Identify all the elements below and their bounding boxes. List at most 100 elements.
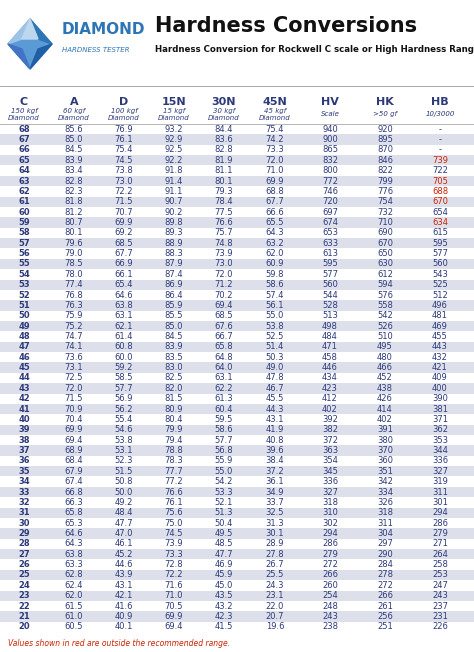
Text: 150 kgf: 150 kgf <box>10 108 37 114</box>
Text: 284: 284 <box>377 560 393 569</box>
Text: 272: 272 <box>322 560 338 569</box>
Text: 54.6: 54.6 <box>115 425 133 434</box>
Text: 30 kgf: 30 kgf <box>213 108 235 114</box>
Text: 52.1: 52.1 <box>215 498 233 507</box>
Text: 455: 455 <box>432 332 448 341</box>
Bar <box>0 238 474 248</box>
Text: 71.0: 71.0 <box>165 591 183 600</box>
Text: 89.8: 89.8 <box>164 218 183 227</box>
Text: 50: 50 <box>18 311 30 320</box>
Text: 78.0: 78.0 <box>64 270 83 279</box>
Text: 75.2: 75.2 <box>65 321 83 331</box>
Text: 50.4: 50.4 <box>215 518 233 527</box>
Text: 45 kgf: 45 kgf <box>264 108 286 114</box>
Text: 45N: 45N <box>263 97 287 107</box>
Text: 56.1: 56.1 <box>266 301 284 310</box>
Text: 63.1: 63.1 <box>215 374 233 383</box>
Text: Diamond: Diamond <box>58 115 90 121</box>
Text: 294: 294 <box>432 509 448 517</box>
Text: 56.8: 56.8 <box>215 446 233 455</box>
Text: 69.9: 69.9 <box>266 177 284 186</box>
Text: 595: 595 <box>322 259 338 269</box>
Text: 91.4: 91.4 <box>165 177 183 186</box>
Text: 231: 231 <box>432 612 448 621</box>
Text: 65.5: 65.5 <box>266 218 284 227</box>
Text: 542: 542 <box>377 311 393 320</box>
Text: 400: 400 <box>432 384 448 393</box>
Text: 630: 630 <box>377 259 393 269</box>
Bar <box>0 487 474 497</box>
Text: 496: 496 <box>432 301 448 310</box>
Text: 81.2: 81.2 <box>65 207 83 216</box>
Bar <box>0 528 474 539</box>
Text: HK: HK <box>376 97 394 107</box>
Text: 46: 46 <box>18 353 30 362</box>
Text: 353: 353 <box>432 436 448 445</box>
Bar <box>0 404 474 414</box>
Text: 41.5: 41.5 <box>215 622 233 631</box>
Text: 69.4: 69.4 <box>65 436 83 445</box>
Bar <box>0 508 474 518</box>
Text: 421: 421 <box>432 363 448 372</box>
Text: 42.3: 42.3 <box>215 612 233 621</box>
Text: 319: 319 <box>432 477 448 486</box>
Text: 62.8: 62.8 <box>64 570 83 580</box>
Text: 82.8: 82.8 <box>64 177 83 186</box>
Text: 73.6: 73.6 <box>64 353 83 362</box>
Text: 48.4: 48.4 <box>115 509 133 517</box>
Text: 60.5: 60.5 <box>65 622 83 631</box>
Text: 311: 311 <box>377 518 393 527</box>
Text: 35: 35 <box>18 467 30 476</box>
Bar <box>0 259 474 269</box>
Text: 66.7: 66.7 <box>215 332 233 341</box>
Text: 85.5: 85.5 <box>165 311 183 320</box>
Text: 414: 414 <box>377 405 393 413</box>
Text: 261: 261 <box>377 602 393 610</box>
Text: 43.1: 43.1 <box>115 581 133 590</box>
Text: 345: 345 <box>322 467 338 476</box>
Text: 40.1: 40.1 <box>115 622 133 631</box>
Text: 76.6: 76.6 <box>215 218 233 227</box>
Text: 56.2: 56.2 <box>115 405 133 413</box>
Text: 93.2: 93.2 <box>165 125 183 134</box>
Text: 69.4: 69.4 <box>165 622 183 631</box>
Text: 81.8: 81.8 <box>64 198 83 206</box>
Text: 27: 27 <box>18 550 30 559</box>
Text: 732: 732 <box>377 207 393 216</box>
Polygon shape <box>22 19 38 39</box>
Text: 44.6: 44.6 <box>115 560 133 569</box>
Text: 30: 30 <box>18 518 30 527</box>
Text: 92.2: 92.2 <box>165 156 183 165</box>
Text: 20: 20 <box>18 622 30 631</box>
Text: 55.9: 55.9 <box>215 456 233 466</box>
Text: HB: HB <box>431 97 449 107</box>
Text: 55.0: 55.0 <box>266 311 284 320</box>
Text: 44.3: 44.3 <box>266 405 284 413</box>
Text: 746: 746 <box>322 187 338 196</box>
Text: 458: 458 <box>322 353 338 362</box>
Text: Diamond: Diamond <box>208 115 240 121</box>
Text: 370: 370 <box>377 446 393 455</box>
Bar <box>0 445 474 456</box>
Text: 47.8: 47.8 <box>266 374 284 383</box>
Text: 344: 344 <box>432 446 448 455</box>
Text: 66.6: 66.6 <box>265 207 284 216</box>
Text: 50.0: 50.0 <box>115 488 133 497</box>
Text: 595: 595 <box>432 239 448 248</box>
Text: 256: 256 <box>377 612 393 621</box>
Text: 776: 776 <box>377 187 393 196</box>
Text: 40: 40 <box>18 415 30 424</box>
Text: A: A <box>70 97 78 107</box>
Text: 62.2: 62.2 <box>215 384 233 393</box>
Text: 41.6: 41.6 <box>115 602 133 610</box>
Text: 68: 68 <box>18 125 30 134</box>
Text: 510: 510 <box>377 332 393 341</box>
Text: 90.2: 90.2 <box>165 207 183 216</box>
Text: 498: 498 <box>322 321 338 331</box>
Text: 38.4: 38.4 <box>266 456 284 466</box>
Text: 58.6: 58.6 <box>266 280 284 289</box>
Text: 513: 513 <box>322 311 338 320</box>
Bar <box>0 570 474 580</box>
Text: 301: 301 <box>432 498 448 507</box>
Text: 471: 471 <box>322 342 338 351</box>
